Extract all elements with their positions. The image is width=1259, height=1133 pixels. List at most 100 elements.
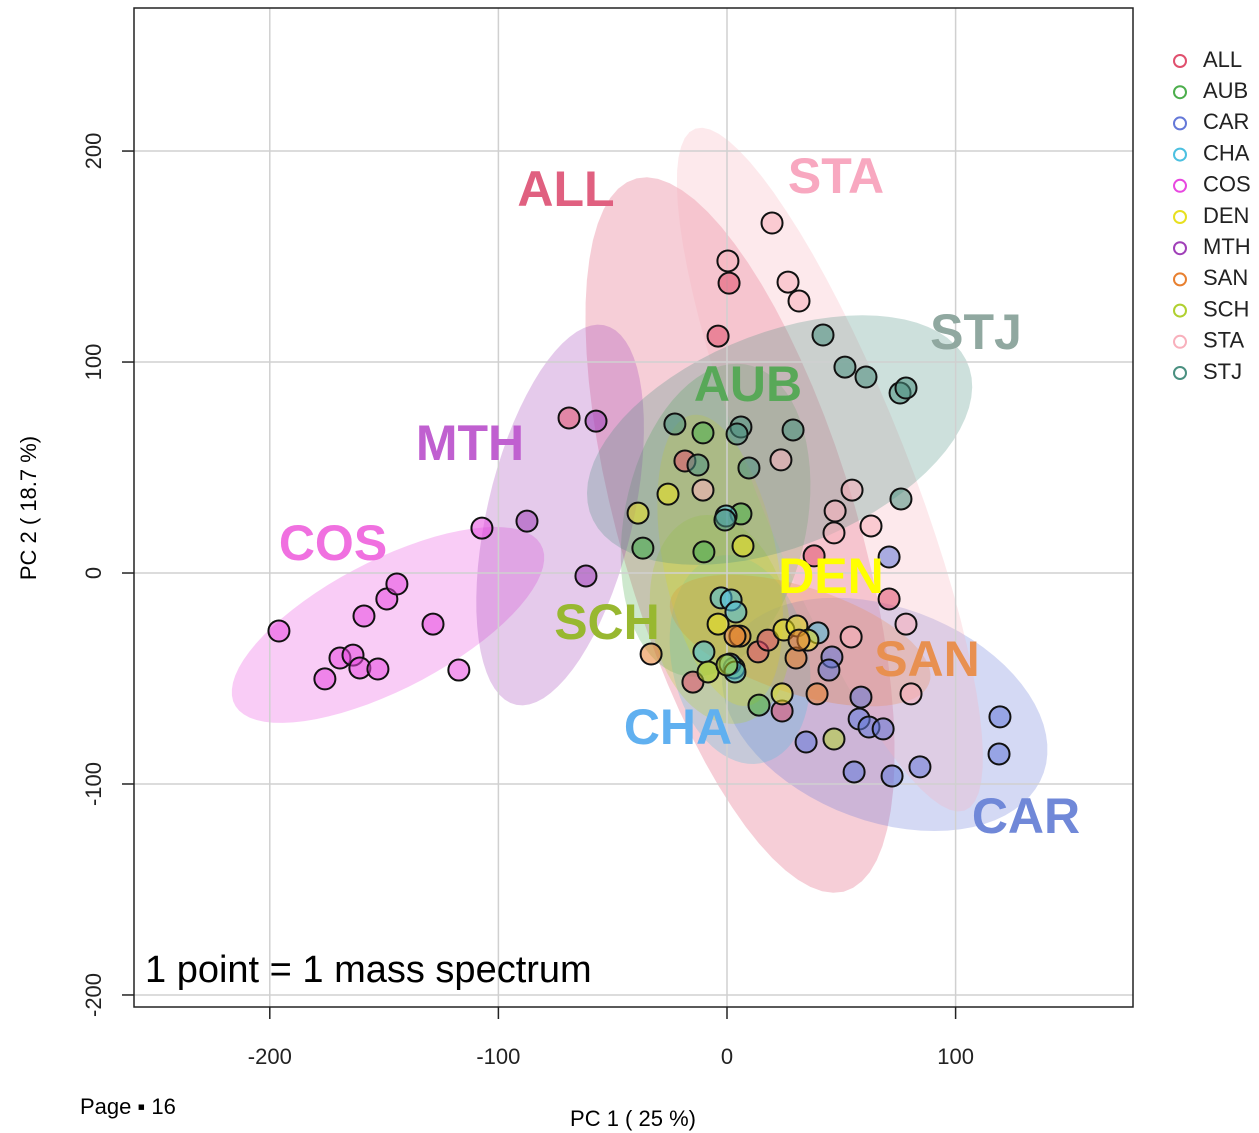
point — [723, 624, 747, 648]
point — [894, 376, 918, 400]
point — [691, 478, 715, 502]
point — [267, 619, 291, 643]
point — [802, 544, 826, 568]
x-tick-label: 0 — [721, 1044, 733, 1069]
legend-label: MTH — [1203, 234, 1251, 259]
point — [366, 657, 390, 681]
y-tick-label: -100 — [81, 762, 106, 806]
point — [725, 422, 749, 446]
point — [894, 612, 918, 636]
legend-label: SCH — [1203, 296, 1249, 321]
legend-marker — [1173, 334, 1187, 349]
point — [899, 682, 923, 706]
point — [352, 604, 376, 628]
point — [839, 625, 863, 649]
point — [880, 764, 904, 788]
point — [988, 705, 1012, 729]
point — [706, 324, 730, 348]
point — [871, 717, 895, 741]
points — [267, 211, 1012, 788]
confidence-ellipse — [676, 127, 983, 812]
point — [833, 355, 857, 379]
group-label: SCH — [554, 594, 660, 650]
y-tick-label: 100 — [81, 344, 106, 381]
legend-label: AUB — [1203, 78, 1248, 103]
point — [717, 271, 741, 295]
point — [691, 421, 715, 445]
legend-label: ALL — [1203, 47, 1242, 72]
legend-label: DEN — [1203, 203, 1249, 228]
point — [822, 521, 846, 545]
group-label: CAR — [972, 788, 1080, 844]
point — [770, 682, 794, 706]
point — [842, 760, 866, 784]
point — [822, 727, 846, 751]
point — [470, 516, 494, 540]
legend-label: CAR — [1203, 109, 1249, 134]
point — [823, 499, 847, 523]
point — [631, 536, 655, 560]
legend-marker — [1173, 366, 1187, 380]
point — [781, 418, 805, 442]
point — [805, 682, 829, 706]
point — [776, 270, 800, 294]
point — [794, 730, 818, 754]
x-tick-label: -100 — [476, 1044, 520, 1069]
x-axis-title: PC 1 ( 25 %) — [570, 1106, 696, 1131]
point — [663, 412, 687, 436]
point — [877, 545, 901, 569]
legend-label: SAN — [1203, 265, 1248, 290]
group-label: MTH — [416, 415, 524, 471]
point — [756, 628, 780, 652]
point — [769, 448, 793, 472]
group-label: DEN — [778, 548, 884, 604]
point — [574, 564, 598, 588]
point — [787, 289, 811, 313]
legend-label: CHA — [1203, 140, 1250, 165]
confidence-ellipse — [657, 414, 783, 706]
point — [639, 642, 663, 666]
point — [747, 693, 771, 717]
legend-label: STA — [1203, 328, 1244, 353]
legend-marker — [1173, 178, 1187, 193]
point — [715, 653, 739, 677]
point — [706, 612, 730, 636]
point — [313, 667, 337, 691]
point — [692, 640, 716, 664]
point — [760, 211, 784, 235]
group-label: CHA — [624, 699, 732, 755]
group-label: STA — [788, 148, 884, 204]
point — [854, 365, 878, 389]
point — [737, 456, 761, 480]
point — [908, 755, 932, 779]
confidence-ellipse — [231, 526, 545, 723]
page-label: Page ▪ 16 — [80, 1094, 176, 1119]
group-label: COS — [279, 515, 387, 571]
group-label: STJ — [930, 304, 1022, 360]
point — [692, 540, 716, 564]
legend-label: COS — [1203, 172, 1251, 197]
plot-frame — [133, 7, 1134, 1008]
point — [724, 600, 748, 624]
legend-marker — [1173, 116, 1187, 131]
point — [859, 514, 883, 538]
legend-marker — [1173, 303, 1187, 318]
point — [987, 742, 1011, 766]
point — [889, 487, 913, 511]
legend-marker — [1173, 147, 1187, 162]
legend-marker — [1173, 54, 1187, 68]
point — [421, 612, 445, 636]
x-tick-label: 100 — [937, 1044, 974, 1069]
point — [385, 572, 409, 596]
point — [584, 409, 608, 433]
legend-label: STJ — [1203, 359, 1242, 384]
annotation: 1 point = 1 mass spectrum — [145, 949, 592, 991]
y-tick-label: 0 — [81, 567, 106, 579]
point — [849, 685, 873, 709]
group-label: AUB — [694, 356, 802, 412]
point — [877, 587, 901, 611]
point — [626, 501, 650, 525]
y-axis-title: PC 2 ( 18.7 %) — [16, 436, 41, 580]
legend-marker — [1173, 241, 1187, 256]
point — [557, 406, 581, 430]
